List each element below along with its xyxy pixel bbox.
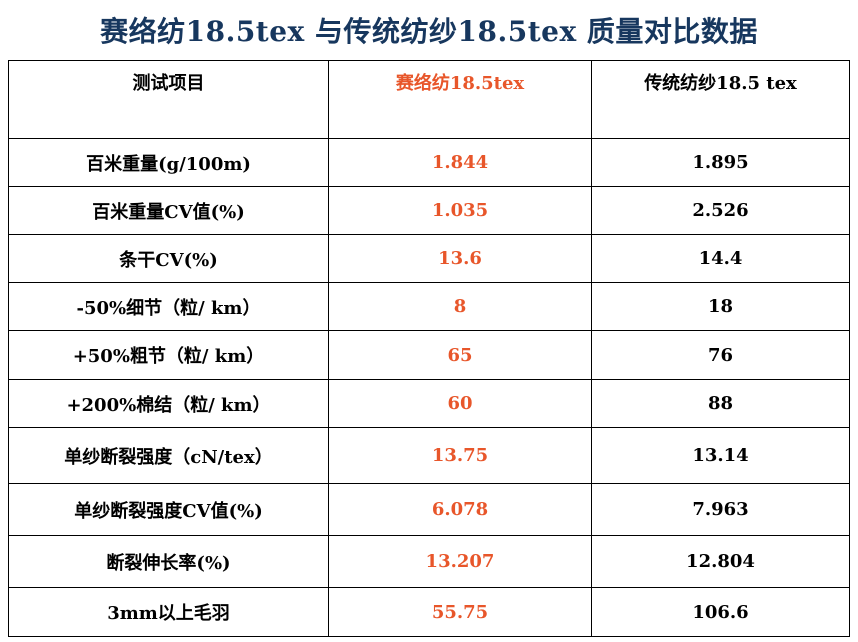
siro-value-cell: 13.207 (328, 535, 592, 588)
traditional-value-cell: 18 (591, 282, 850, 331)
traditional-value-cell: 12.804 (591, 535, 850, 588)
siro-value-cell: 13.75 (328, 427, 592, 484)
traditional-value-cell: 76 (591, 330, 850, 380)
header-traditional-spinning: 传统纺纱18.5 tex (591, 60, 850, 139)
traditional-value-cell: 14.4 (591, 234, 850, 283)
test-item-cell: 单纱断裂强度（cN/tex） (8, 427, 329, 484)
table-row: 断裂伸长率(%) 13.207 12.804 (8, 535, 850, 588)
siro-value-cell: 1.844 (328, 138, 592, 187)
table-row: 单纱断裂强度CV值(%) 6.078 7.963 (8, 483, 850, 536)
test-item-cell: +50%粗节（粒/ km） (8, 330, 329, 380)
page-title: 赛络纺18.5tex 与传统纺纱18.5tex 质量对比数据 (100, 15, 758, 48)
test-item-cell: +200%棉结（粒/ km） (8, 379, 329, 428)
traditional-value-cell: 88 (591, 379, 850, 428)
siro-value-cell: 6.078 (328, 483, 592, 536)
siro-value-cell: 55.75 (328, 587, 592, 637)
header-test-item: 测试项目 (8, 60, 329, 139)
table-row: 百米重量CV值(%) 1.035 2.526 (8, 186, 850, 235)
header-siro-spinning: 赛络纺18.5tex (328, 60, 592, 139)
test-item-cell: 单纱断裂强度CV值(%) (8, 483, 329, 536)
test-item-cell: 3mm以上毛羽 (8, 587, 329, 637)
test-item-cell: 百米重量CV值(%) (8, 186, 329, 235)
siro-value-cell: 65 (328, 330, 592, 380)
table-row: +200%棉结（粒/ km） 60 88 (8, 379, 850, 428)
test-item-cell: 断裂伸长率(%) (8, 535, 329, 588)
table-row: 条干CV(%) 13.6 14.4 (8, 234, 850, 283)
siro-value-cell: 13.6 (328, 234, 592, 283)
table-row: 3mm以上毛羽 55.75 106.6 (8, 587, 850, 637)
traditional-value-cell: 13.14 (591, 427, 850, 484)
table-row: -50%细节（粒/ km） 8 18 (8, 282, 850, 331)
comparison-table: 测试项目 赛络纺18.5tex 传统纺纱18.5 tex 百米重量(g/100m… (8, 60, 850, 637)
traditional-value-cell: 2.526 (591, 186, 850, 235)
table-row: +50%粗节（粒/ km） 65 76 (8, 330, 850, 380)
table-row: 单纱断裂强度（cN/tex） 13.75 13.14 (8, 427, 850, 484)
siro-value-cell: 60 (328, 379, 592, 428)
traditional-value-cell: 106.6 (591, 587, 850, 637)
siro-value-cell: 8 (328, 282, 592, 331)
siro-value-cell: 1.035 (328, 186, 592, 235)
test-item-cell: 百米重量(g/100m) (8, 138, 329, 187)
table-row: 百米重量(g/100m) 1.844 1.895 (8, 138, 850, 187)
traditional-value-cell: 1.895 (591, 138, 850, 187)
traditional-value-cell: 7.963 (591, 483, 850, 536)
test-item-cell: -50%细节（粒/ km） (8, 282, 329, 331)
test-item-cell: 条干CV(%) (8, 234, 329, 283)
table-header-row: 测试项目 赛络纺18.5tex 传统纺纱18.5 tex (8, 60, 850, 139)
